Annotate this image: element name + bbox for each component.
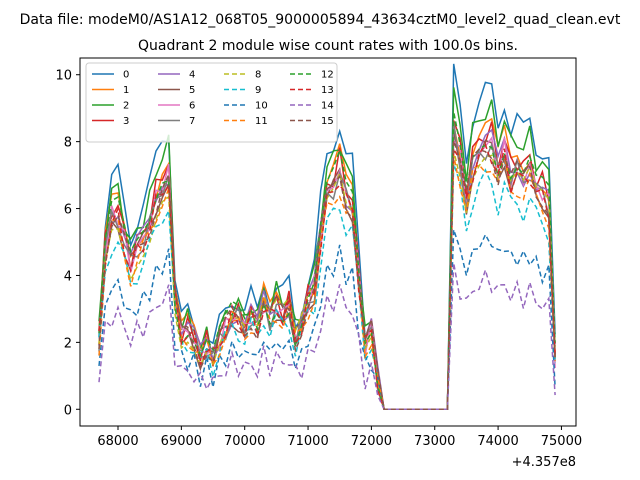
series-line-15 [98, 140, 556, 411]
chart-title-line2: Quadrant 2 module wise count rates with … [138, 38, 518, 54]
legend-label-9: 9 [255, 85, 261, 96]
y-tick-label: 2 [64, 336, 72, 351]
series-layer [98, 63, 556, 411]
legend-label-2: 2 [123, 101, 129, 112]
x-tick-label: 69000 [161, 434, 202, 449]
legend-label-1: 1 [123, 85, 129, 96]
legend-label-4: 4 [189, 70, 195, 81]
series-line-14 [98, 262, 556, 411]
legend-label-5: 5 [189, 85, 195, 96]
legend-label-10: 10 [255, 101, 268, 112]
y-tick-label: 10 [55, 69, 72, 84]
y-tick-label: 6 [64, 203, 72, 218]
legend-label-7: 7 [189, 116, 195, 127]
x-tick-label: 71000 [287, 434, 328, 449]
legend-box [85, 62, 338, 143]
y-tick-label: 8 [64, 136, 72, 151]
legend-label-14: 14 [321, 101, 334, 112]
x-tick-label: 72000 [351, 434, 392, 449]
x-tick-label: 73000 [414, 434, 455, 449]
legend-label-6: 6 [189, 101, 195, 112]
legend-label-13: 13 [321, 85, 334, 96]
x-tick-label: 74000 [477, 434, 518, 449]
y-tick-label: 4 [64, 269, 72, 284]
x-axis-ticks: 68000 69000 70000 71000 72000 73000 74000 75000 [97, 426, 582, 449]
legend-label-8: 8 [255, 70, 261, 81]
legend-label-15: 15 [321, 116, 334, 127]
x-tick-label: 70000 [224, 434, 265, 449]
legend-label-3: 3 [123, 116, 129, 127]
series-line-10 [98, 229, 556, 411]
x-tick-label: 68000 [97, 434, 138, 449]
y-axis-ticks: 0 2 4 6 8 10 [55, 69, 80, 418]
legend-label-11: 11 [255, 116, 268, 127]
chart-title-line1: Data file: modeM0/AS1A12_068T05_90000058… [20, 12, 621, 28]
x-offset-label: +4.357e8 [512, 455, 576, 470]
y-tick-label: 0 [64, 403, 72, 418]
axes-frame [79, 57, 577, 427]
legend-label-12: 12 [321, 70, 334, 81]
legend-label-0: 0 [123, 70, 129, 81]
x-tick-label: 75000 [541, 434, 582, 449]
